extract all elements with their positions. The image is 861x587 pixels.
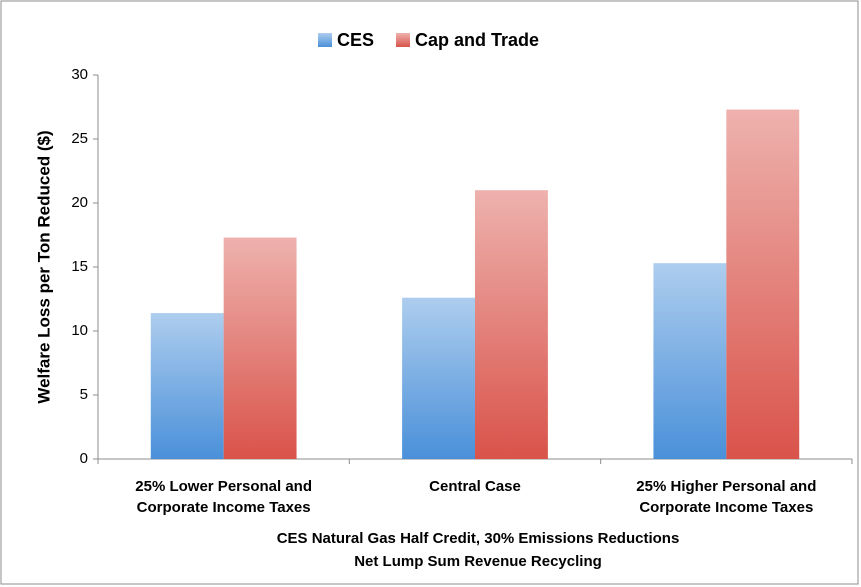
bar bbox=[150, 313, 224, 459]
y-tick-label: 10 bbox=[71, 322, 88, 339]
x-tick-label: 25% Lower Personal and Corporate Income … bbox=[135, 478, 313, 516]
bar bbox=[475, 190, 548, 459]
legend-label: Cap and Trade bbox=[415, 30, 539, 50]
x-axis-title: CES Natural Gas Half Credit, 30% Emissio… bbox=[276, 530, 680, 547]
bar bbox=[402, 297, 475, 459]
y-tick-label: 20 bbox=[71, 194, 88, 211]
x-axis-title: Net Lump Sum Revenue Recycling bbox=[354, 553, 602, 570]
legend-swatch bbox=[318, 33, 332, 47]
bar bbox=[653, 263, 727, 459]
y-tick-label: 30 bbox=[71, 66, 88, 83]
y-tick-label: 0 bbox=[80, 450, 88, 467]
x-tick-label: 25% Higher Personal and Corporate Income… bbox=[636, 478, 817, 516]
legend-swatch bbox=[396, 33, 411, 47]
y-axis-title: Welfare Loss per Ton Reduced ($) bbox=[34, 130, 53, 403]
legend-label: CES bbox=[337, 30, 374, 50]
x-tick-label: Central Case bbox=[429, 478, 521, 495]
bar bbox=[726, 109, 800, 459]
y-tick-label: 25 bbox=[71, 130, 88, 147]
bar bbox=[223, 237, 297, 459]
y-tick-label: 15 bbox=[71, 258, 88, 275]
y-tick-label: 5 bbox=[80, 386, 88, 403]
